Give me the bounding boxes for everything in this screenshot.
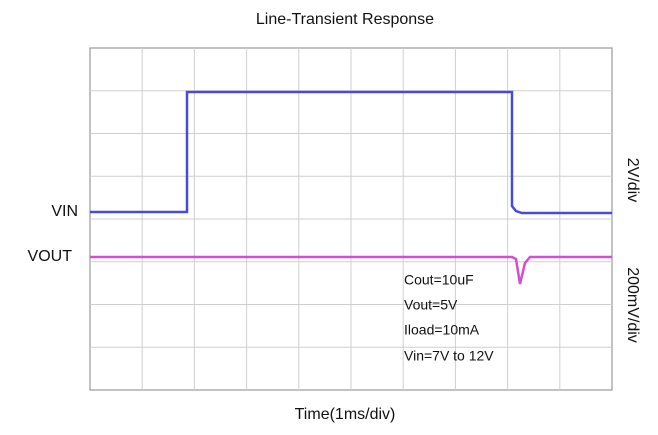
chart-title: Line-Transient Response (256, 11, 434, 28)
scale-label: 2V/div (624, 158, 641, 202)
annotation: Vout=5V (404, 297, 458, 313)
x-axis-label: Time(1ms/div) (295, 406, 396, 423)
vin-trace (90, 90, 612, 215)
vout-trace (90, 255, 612, 285)
annotation: Iload=10mA (404, 322, 480, 338)
channel-label: VIN (51, 203, 78, 220)
channel-label: VOUT (28, 248, 73, 265)
annotation: Cout=10uF (404, 272, 474, 288)
annotation: Vin=7V to 12V (404, 348, 494, 364)
scale-label: 200mV/div (624, 267, 641, 343)
